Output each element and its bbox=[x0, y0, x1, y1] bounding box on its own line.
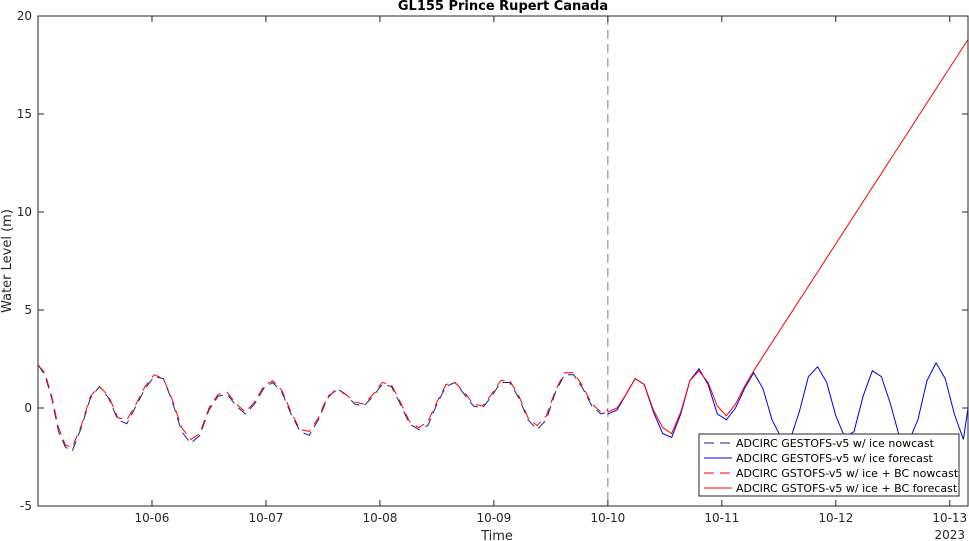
x-tick-label: 10-06 bbox=[135, 511, 170, 525]
x-tick-label: 10-09 bbox=[476, 511, 511, 525]
series-line-4 bbox=[607, 39, 968, 435]
legend: ADCIRC GESTOFS-v5 w/ ice nowcast ADCIRC G… bbox=[698, 433, 960, 497]
axes: -5 0 5 10 15 20 10-06 10-07 10-08 10-09 10-10 10-11… bbox=[17, 9, 969, 525]
y-tick-label: 20 bbox=[17, 9, 32, 23]
legend-entry-label: ADCIRC GSTOFS-v5 w/ ice + BC nowcast bbox=[736, 467, 959, 480]
legend-entry-label: ADCIRC GSTOFS-v5 w/ ice + BC forecast bbox=[736, 482, 958, 495]
x-axis-title: Time bbox=[480, 529, 513, 541]
series-line-2 bbox=[607, 361, 968, 442]
x-tick-label: 10-13 bbox=[932, 511, 967, 525]
axes-box bbox=[37, 15, 969, 507]
x-tick-label: 10-12 bbox=[818, 511, 853, 525]
series-line-3 bbox=[38, 364, 609, 448]
x-tick-label: 10-08 bbox=[362, 511, 397, 525]
plot-area bbox=[38, 16, 968, 506]
x-tick-label: 10-07 bbox=[249, 511, 284, 525]
x-year-label: 2023 bbox=[934, 528, 965, 541]
y-tick-label: 5 bbox=[24, 303, 32, 317]
legend-entry-label: ADCIRC GESTOFS-v5 w/ ice nowcast bbox=[736, 437, 935, 450]
series-line-1 bbox=[38, 364, 609, 452]
x-tick-label: 10-10 bbox=[590, 511, 625, 525]
y-tick-label: 15 bbox=[17, 107, 32, 121]
chart-title: GL155 Prince Rupert Canada bbox=[398, 0, 608, 14]
legend-entry-label: ADCIRC GESTOFS-v5 w/ ice forecast bbox=[736, 452, 934, 465]
legend-box bbox=[698, 433, 960, 497]
y-tick-label: 0 bbox=[24, 401, 32, 415]
y-tick-label: 10 bbox=[17, 205, 32, 219]
y-axis-title: Water Level (m) bbox=[0, 209, 15, 313]
y-tick-label: -5 bbox=[20, 499, 32, 513]
x-tick-label: 10-11 bbox=[704, 511, 739, 525]
